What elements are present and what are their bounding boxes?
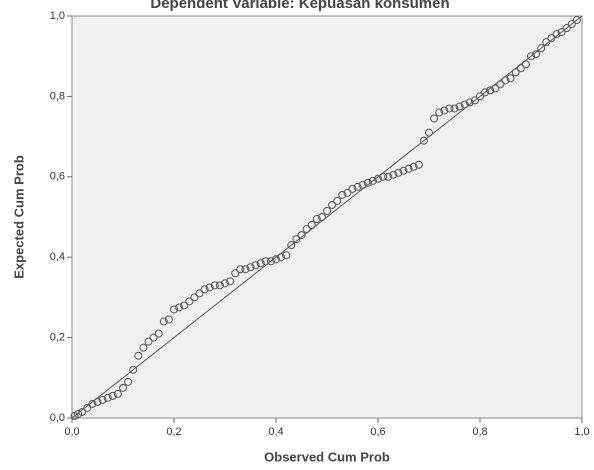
y-tick-label: 0,0 [50,412,65,424]
x-tick-label: 1,0 [574,426,589,438]
y-tick-label: 0,2 [50,332,65,344]
y-axis-label: Expected Cum Prob [11,155,26,279]
chart: Dependent Variable: Kepuasan konsumen Ob… [0,0,594,470]
y-tick-label: 0,4 [50,251,65,263]
y-tick-label: 0,8 [50,90,65,102]
x-tick-label: 0,6 [370,426,385,438]
x-tick-label: 0,2 [166,426,181,438]
x-axis-label: Observed Cum Prob [264,449,390,464]
x-tick-label: 0,8 [472,426,487,438]
x-tick-label: 0,4 [268,426,283,438]
x-tick-label: 0,0 [64,426,79,438]
chart-title: Dependent Variable: Kepuasan konsumen [150,0,449,12]
y-tick-label: 1,0 [50,10,65,22]
y-tick-label: 0,6 [50,171,65,183]
